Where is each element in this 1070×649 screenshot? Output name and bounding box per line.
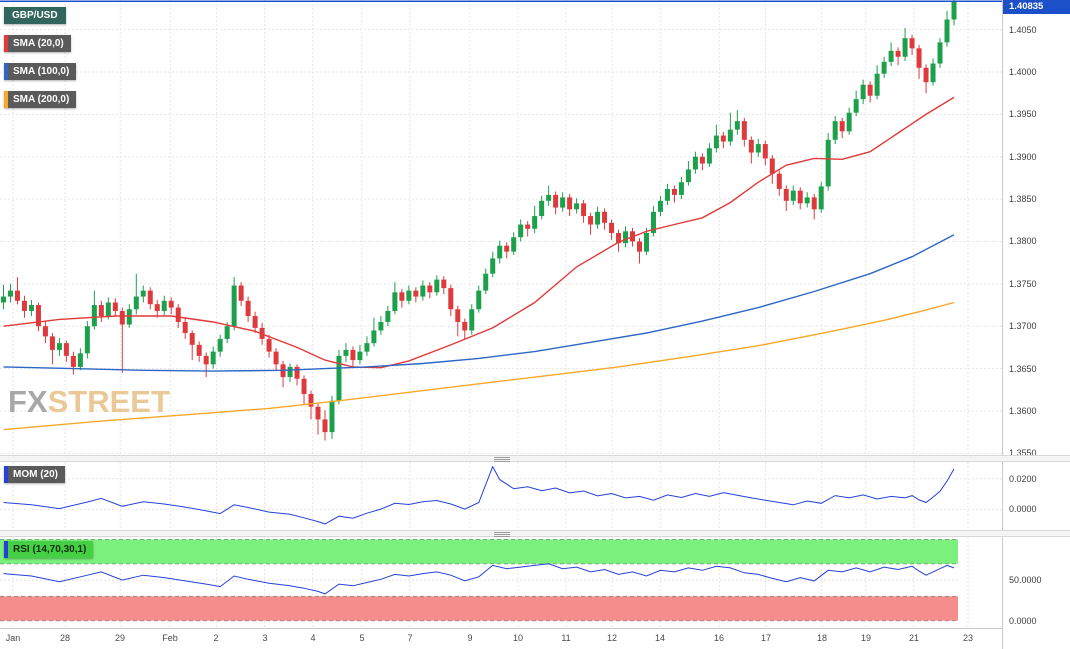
sma200-badge[interactable]: SMA (200,0) — [4, 91, 77, 108]
date-label: 4 — [310, 633, 316, 643]
mom-label: MOM (20) — [13, 469, 58, 480]
panel-splitter-2[interactable] — [0, 530, 1070, 537]
date-label: 29 — [114, 633, 126, 643]
mom-indicator-badge[interactable]: MOM (20) — [4, 466, 65, 483]
splitter-grip-icon[interactable] — [494, 532, 510, 537]
rsi-panel: RSI (14,70,30,1) — [0, 537, 1002, 628]
rsi-chart[interactable] — [0, 537, 1002, 628]
date-label: 9 — [467, 633, 473, 643]
price-tick-label: 1.4050 — [1009, 25, 1037, 35]
mom-tick-label: 0.0200 — [1009, 474, 1037, 484]
date-label: 16 — [713, 633, 725, 643]
splitter-grip-icon[interactable] — [494, 457, 510, 462]
date-label: 10 — [512, 633, 524, 643]
momentum-chart[interactable] — [0, 462, 1002, 530]
horizontal-gridlines — [0, 478, 1002, 510]
symbol-badge[interactable]: GBP/USD — [4, 7, 66, 24]
panel-splitter-1[interactable] — [0, 455, 1070, 462]
rsi-indicator-badge[interactable]: RSI (14,70,30,1) — [4, 541, 94, 558]
momentum-panel: MOM (20) — [0, 462, 1002, 530]
sma20-badge[interactable]: SMA (20,0) — [4, 35, 71, 52]
date-label: 23 — [962, 633, 974, 643]
sma-overlays — [3, 96, 955, 431]
date-label: 7 — [407, 633, 413, 643]
price-tick-label: 1.4000 — [1009, 67, 1037, 77]
sma20-color-stripe — [4, 35, 8, 52]
price-tick-label: 1.3800 — [1009, 236, 1037, 246]
sma100-badge[interactable]: SMA (100,0) — [4, 63, 77, 80]
date-label: 17 — [760, 633, 772, 643]
date-label: 14 — [654, 633, 666, 643]
legend: GBP/USD SMA (20,0) SMA (100,0) SMA (200,… — [4, 7, 77, 108]
momentum-line — [3, 465, 955, 525]
price-tick-label: 1.3750 — [1009, 279, 1037, 289]
price-tick-label: 1.3700 — [1009, 321, 1037, 331]
price-tick-label: 1.3950 — [1009, 109, 1037, 119]
candles-layer — [1, 0, 957, 441]
watermark-fx: FX — [8, 384, 48, 419]
price-tick-label: 1.3850 — [1009, 194, 1037, 204]
price-tick-label: 1.3900 — [1009, 152, 1037, 162]
sma-line — [3, 234, 955, 372]
mom-color-stripe — [4, 466, 8, 483]
rsi-color-stripe — [4, 541, 8, 558]
price-panel: GBP/USD SMA (20,0) SMA (100,0) SMA (200,… — [0, 0, 1002, 455]
date-label: 28 — [59, 633, 71, 643]
price-tick-label: 1.3650 — [1009, 364, 1037, 374]
sma100-label: SMA (100,0) — [13, 66, 70, 77]
watermark-street: STREET — [47, 384, 170, 419]
sma-line — [3, 301, 955, 431]
mom-tick-label: 0.0000 — [1009, 504, 1037, 514]
time-axis[interactable]: Jan 28 29 Feb 2 3 4 5 7 9 10 11 12 14 16 17 18 19 21 23 — [0, 628, 1070, 649]
date-label: 19 — [860, 633, 872, 643]
rsi-bands — [0, 538, 958, 622]
date-label: 11 — [561, 633, 571, 643]
fxstreet-watermark: FXSTREET — [8, 386, 170, 417]
price-chart[interactable] — [0, 0, 1002, 455]
horizontal-gridlines — [0, 29, 1002, 454]
symbol-label: GBP/USD — [12, 10, 58, 21]
price-tick-label: 1.3550 — [1009, 448, 1037, 458]
date-label: 3 — [262, 633, 268, 643]
sma200-label: SMA (200,0) — [13, 94, 70, 105]
sma200-color-stripe — [4, 91, 8, 108]
sma20-label: SMA (20,0) — [13, 38, 64, 49]
date-label: 21 — [908, 633, 920, 643]
rsi-line — [3, 563, 955, 595]
price-axis[interactable]: 1.40835 1.4050 1.4000 1.3950 1.3900 1.3850 1.… — [1002, 0, 1070, 649]
date-label: Feb — [162, 633, 178, 643]
date-label: Jan — [5, 633, 21, 643]
last-price-badge: 1.40835 — [1003, 0, 1070, 14]
rsi-label: RSI (14,70,30,1) — [13, 544, 87, 555]
date-label: 2 — [213, 633, 219, 643]
rsi-tick-label: 0.0000 — [1009, 616, 1037, 626]
price-tick-label: 1.3600 — [1009, 406, 1037, 416]
date-label: 18 — [816, 633, 828, 643]
sma-line — [3, 96, 955, 369]
date-label: 12 — [606, 633, 618, 643]
date-label: 5 — [359, 633, 365, 643]
rsi-tick-label: 50.0000 — [1009, 575, 1042, 585]
sma100-color-stripe — [4, 63, 8, 80]
